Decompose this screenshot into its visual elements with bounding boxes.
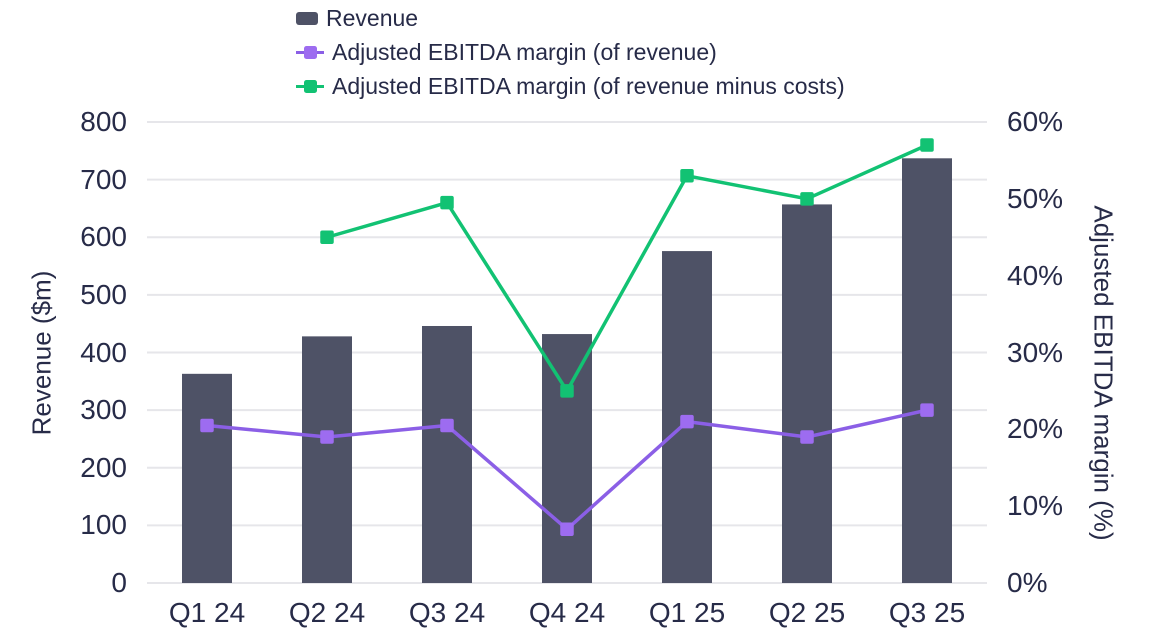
x-axis-label-q2-24: Q2 24	[288, 597, 366, 628]
left-axis-tick-200: 200	[80, 451, 127, 483]
swatch-square-marker	[303, 80, 317, 93]
purple-line-swatch-icon	[296, 45, 324, 61]
x-axis-label-q1-24: Q1 24	[168, 597, 246, 628]
line-adjusted-ebitda-margin-of-revenue-minus-costs	[326, 143, 928, 393]
revenue-bar-swatch-icon	[296, 12, 318, 25]
x-axis-label-q4-24: Q4 24	[528, 597, 606, 628]
left-axis-tick-800: 800	[80, 106, 127, 137]
left-axis-tick-300: 300	[80, 394, 127, 426]
x-axis-label-q3-24: Q3 24	[408, 597, 486, 628]
marker-adjusted-ebitda-margin-of-revenue-q2-24	[320, 430, 334, 444]
bar-q3-25	[902, 158, 952, 583]
marker-adjusted-ebitda-margin-of-revenue-q2-25	[800, 430, 814, 444]
marker-adjusted-ebitda-margin-of-revenue-minus-costs-q4-24	[560, 384, 574, 398]
marker-adjusted-ebitda-margin-of-revenue-q1-25	[680, 414, 694, 429]
marker-adjusted-ebitda-margin-of-revenue-q1-24	[200, 418, 214, 433]
left-axis-tick-600: 600	[80, 221, 127, 253]
left-axis-tick-100: 100	[80, 509, 127, 541]
left-axis-tick-400: 400	[80, 336, 127, 368]
right-axis-tick-40: 40%	[1007, 259, 1064, 291]
marker-adjusted-ebitda-margin-of-revenue-minus-costs-q2-25	[800, 192, 814, 206]
x-axis-label-q2-25: Q2 25	[768, 597, 846, 628]
right-axis-tick-0: 0%	[1007, 567, 1048, 598]
legend-label-ebitda-margin-revenue-minus-costs: Adjusted EBITDA margin (of revenue minus…	[332, 73, 845, 99]
legend-item-ebitda-margin-revenue-minus-costs: Adjusted EBITDA margin (of revenue minus…	[296, 74, 845, 99]
right-axis-tick-20: 20%	[1007, 413, 1064, 445]
left-axis-tick-500: 500	[80, 278, 127, 310]
marker-adjusted-ebitda-margin-of-revenue-q4-24	[560, 522, 574, 536]
right-axis-tick-60: 60%	[1007, 106, 1064, 137]
left-axis-tick-700: 700	[80, 163, 127, 195]
bar-q4-24	[542, 334, 592, 583]
x-axis-label-q1-25: Q1 25	[648, 597, 726, 628]
right-axis-tick-10: 10%	[1007, 490, 1064, 522]
left-axis-tick-0: 0	[111, 567, 127, 598]
legend-label-ebitda-margin-revenue: Adjusted EBITDA margin (of revenue)	[332, 39, 717, 65]
bar-q3-24	[422, 325, 472, 583]
right-axis-tick-30: 30%	[1007, 336, 1064, 368]
marker-adjusted-ebitda-margin-of-revenue-minus-costs-q1-25	[680, 169, 694, 183]
marker-adjusted-ebitda-margin-of-revenue-minus-costs-q3-24	[440, 195, 454, 210]
marker-adjusted-ebitda-margin-of-revenue-q3-25	[920, 403, 934, 417]
legend-label-revenue: Revenue	[326, 5, 419, 31]
swatch-square-marker	[303, 46, 317, 59]
marker-adjusted-ebitda-margin-of-revenue-q3-24	[440, 418, 454, 433]
marker-adjusted-ebitda-margin-of-revenue-minus-costs-q2-24	[320, 230, 334, 244]
marker-adjusted-ebitda-margin-of-revenue-minus-costs-q3-25	[920, 138, 934, 152]
x-axis-label-q3-25: Q3 25	[888, 597, 966, 628]
legend-item-revenue: Revenue	[296, 6, 845, 31]
legend: Revenue Adjusted EBITDA margin (of reven…	[296, 6, 845, 99]
right-axis-tick-50: 50%	[1007, 182, 1064, 214]
legend-item-ebitda-margin-revenue: Adjusted EBITDA margin (of revenue)	[296, 40, 845, 65]
bar-q2-24	[302, 336, 352, 583]
bar-q1-24	[182, 373, 232, 583]
bar-q2-25	[782, 204, 832, 583]
green-line-swatch-icon	[296, 79, 324, 95]
